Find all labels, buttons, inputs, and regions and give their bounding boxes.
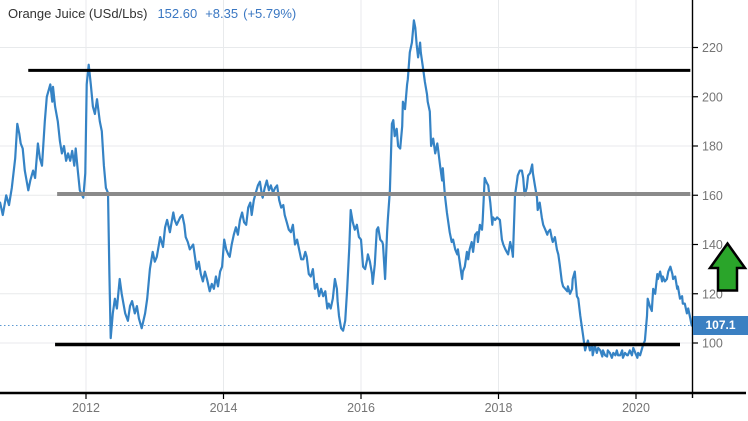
x-axis-label: 2020 [622, 401, 650, 415]
last-price: 152.60 [157, 6, 198, 21]
y-axis-label: 220 [702, 41, 723, 55]
y-axis-label: 140 [702, 238, 723, 252]
price-series-line[interactable] [0, 19, 693, 359]
price-change: +8.35 [205, 6, 239, 21]
current-price-badge: 107.1 [693, 316, 748, 335]
x-axis-label: 2016 [347, 401, 375, 415]
price-change-percent: (+5.79%) [243, 6, 297, 21]
y-axis-label: 100 [702, 337, 723, 351]
x-axis-label: 2018 [485, 401, 513, 415]
axis-frame [0, 0, 746, 398]
x-axis-label: 2014 [210, 401, 238, 415]
y-axis-label: 200 [702, 90, 723, 104]
y-axis-label: 180 [702, 140, 723, 154]
gridlines [0, 0, 692, 393]
x-axis-label: 2012 [72, 401, 100, 415]
up-arrow-icon[interactable] [705, 240, 748, 294]
y-axis-label: 160 [702, 189, 723, 203]
x-axis-labels: 2012 2014 2016 2018 2020 [72, 393, 650, 415]
instrument-name: Orange Juice (USd/Lbs) [8, 6, 148, 21]
chart-header: Orange Juice (USd/Lbs) 152.60 +8.35 (+5.79%… [8, 6, 296, 21]
